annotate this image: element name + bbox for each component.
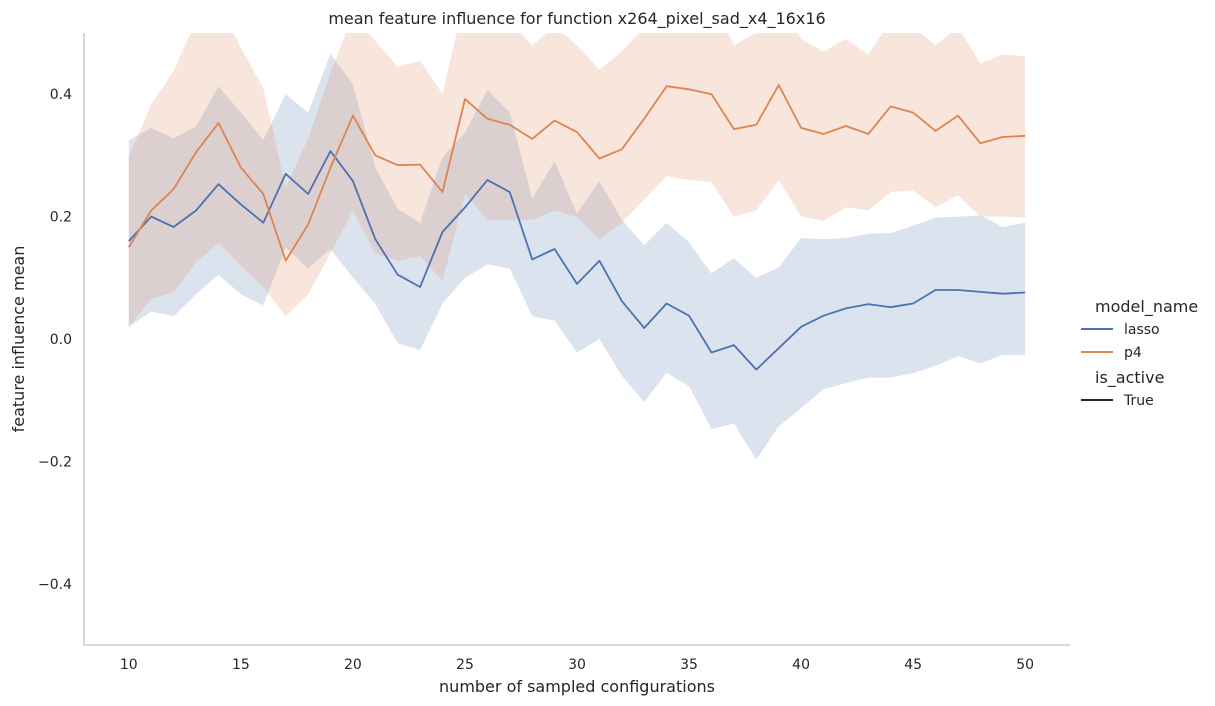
legend-title-is-active: is_active [1095,368,1164,388]
confidence-bands [128,33,1026,460]
x-tick-label: 20 [344,657,362,673]
legend-label-lasso: lasso [1124,322,1160,338]
y-tick-label: 0.0 [50,332,72,348]
x-tick-labels: 10 15 20 25 30 35 40 45 50 [120,657,1034,673]
confidence-band-lasso [128,53,1026,460]
chart-title: mean feature influence for function x264… [328,9,825,29]
legend-title-model-name: model_name [1095,297,1198,317]
series-lines [128,84,1026,371]
x-tick-label: 30 [568,657,586,673]
x-tick-label: 40 [792,657,810,673]
x-tick-label: 25 [456,657,474,673]
legend-label-style: True [1123,393,1154,409]
confidence-band-p4 [128,33,1026,327]
x-tick-label: 45 [904,657,922,673]
x-tick-label: 50 [1016,657,1034,673]
y-tick-label: −0.2 [38,454,72,470]
legend-label-p4: p4 [1124,345,1142,361]
x-tick-label: 35 [680,657,698,673]
y-tick-label: 0.4 [50,87,72,103]
series-line-lasso [128,150,1026,371]
y-axis-label: feature influence mean [9,246,28,433]
y-tick-labels: −0.4 −0.2 0.0 0.2 0.4 [38,87,72,593]
x-tick-label: 15 [232,657,250,673]
legend-hue-entries: lasso p4 [1081,322,1160,361]
y-tick-label: 0.2 [50,210,72,226]
legend: model_name lasso p4 is_active True [1081,297,1198,409]
series-line-p4 [128,84,1026,262]
x-tick-label: 10 [120,657,138,673]
x-axis-label: number of sampled configurations [439,677,715,696]
legend-style-entries: True [1081,393,1154,409]
y-tick-label: −0.4 [38,577,72,593]
